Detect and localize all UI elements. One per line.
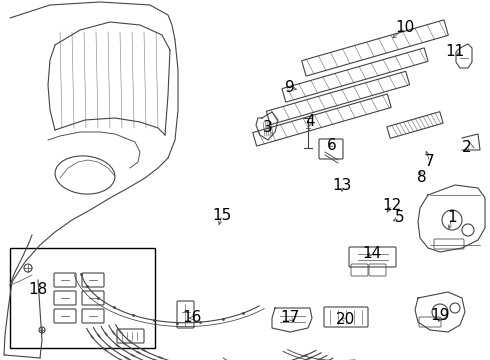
Text: 16: 16 [182,310,202,325]
Text: 1: 1 [447,211,457,225]
Text: 6: 6 [327,138,337,153]
Text: 2: 2 [462,140,472,156]
Text: 10: 10 [395,21,415,36]
Text: 12: 12 [382,198,402,212]
Text: 14: 14 [363,246,382,261]
Text: 13: 13 [332,177,352,193]
Text: 15: 15 [212,207,232,222]
Text: 4: 4 [305,114,315,130]
Text: 20: 20 [335,312,355,328]
Text: 9: 9 [285,81,295,95]
Text: 18: 18 [28,283,48,297]
Text: 17: 17 [280,310,299,325]
Text: 11: 11 [445,45,465,59]
Text: 3: 3 [263,120,273,135]
Text: 7: 7 [425,154,435,170]
Text: 5: 5 [395,211,405,225]
Text: 19: 19 [430,307,450,323]
Text: 8: 8 [417,171,427,185]
